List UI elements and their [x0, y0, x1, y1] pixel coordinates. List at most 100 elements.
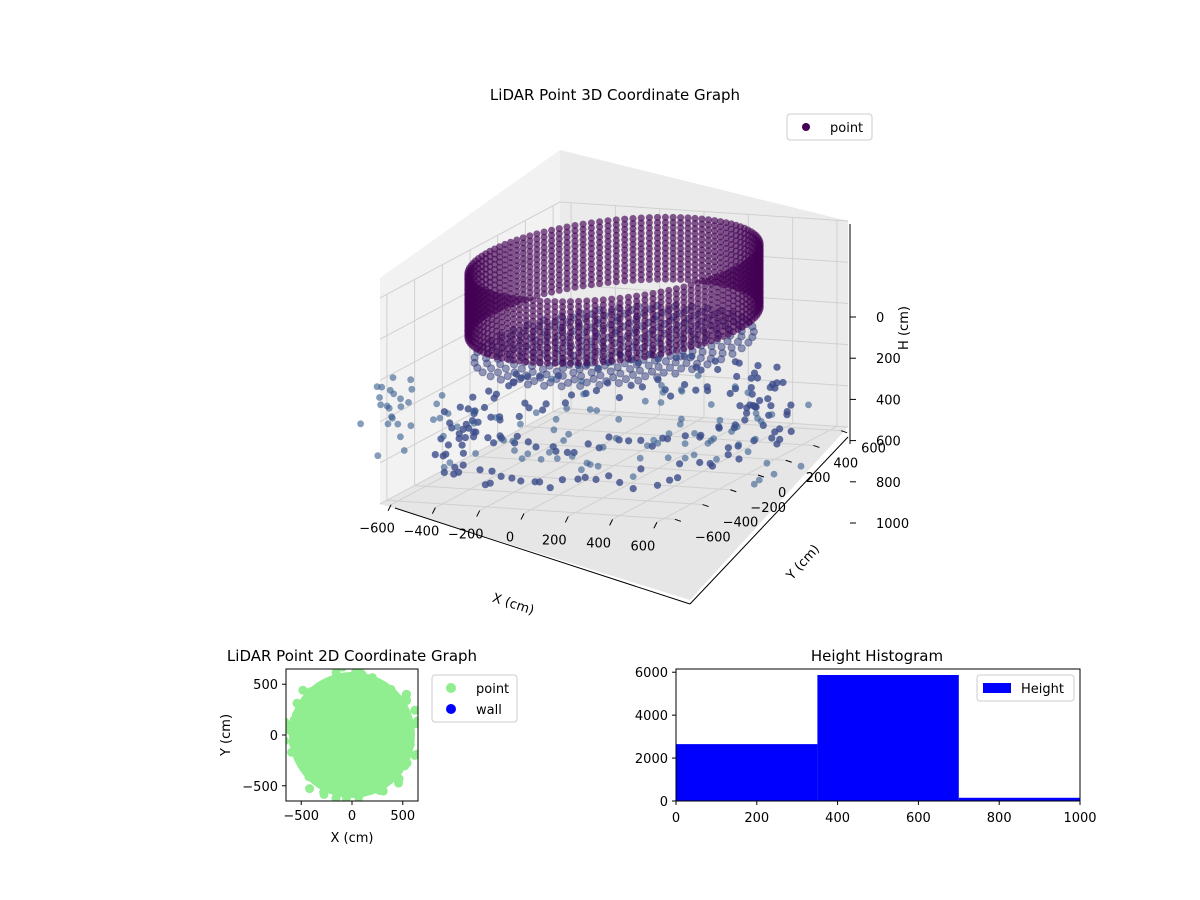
point-3d — [555, 286, 563, 294]
point-3d — [776, 425, 784, 433]
point-3d — [616, 356, 624, 364]
point-3d — [501, 271, 509, 279]
point-3d — [616, 369, 625, 378]
point-3d — [599, 317, 607, 324]
point-3d — [522, 322, 530, 330]
z-tick-label-3d: 0 — [876, 311, 884, 326]
point-3d — [548, 288, 556, 296]
chart-3d-title: LiDAR Point 3D Coordinate Graph — [490, 86, 740, 104]
point-3d — [629, 256, 637, 264]
point-3d — [674, 474, 682, 482]
point-3d — [717, 223, 724, 231]
point-3d — [707, 296, 715, 304]
point-3d — [672, 321, 680, 329]
point-3d — [681, 432, 689, 440]
point-3d — [701, 324, 709, 331]
point-3d — [649, 331, 657, 339]
point-3d — [583, 459, 591, 467]
point-3d — [629, 230, 637, 238]
point-3d — [498, 354, 506, 362]
point-3d — [440, 463, 448, 471]
point-3d — [641, 327, 649, 335]
point-3d — [575, 328, 583, 336]
point-3d — [711, 263, 719, 271]
x-tick-label-3d: 0 — [506, 531, 514, 546]
point-3d — [713, 319, 721, 327]
point-3d — [649, 351, 657, 359]
z-tick-label-3d: 800 — [876, 476, 901, 491]
point-3d — [719, 276, 727, 284]
point-3d — [637, 255, 645, 263]
point-3d — [754, 362, 762, 370]
point-3d — [684, 235, 692, 242]
point-3d — [599, 347, 607, 355]
point-3d — [717, 254, 724, 262]
point-3d — [733, 337, 743, 346]
point-3d — [529, 297, 537, 305]
point-3d — [624, 314, 632, 322]
point-3d — [707, 401, 715, 408]
point-3d — [515, 412, 523, 421]
point-3d — [526, 258, 534, 266]
point-3d — [507, 243, 515, 251]
point-3d — [503, 372, 512, 381]
point-3d — [543, 339, 551, 347]
point-3d — [719, 281, 727, 289]
point-3d — [698, 225, 706, 233]
point-3d — [684, 240, 692, 248]
point-3d — [612, 257, 620, 265]
y-axis-label-2d: Y (cm) — [219, 714, 234, 757]
point-3d — [698, 251, 706, 259]
point-3d — [680, 340, 688, 348]
point-3d — [459, 425, 467, 433]
point-3d — [665, 363, 675, 372]
point-3d — [476, 466, 484, 474]
point-3d — [621, 225, 629, 233]
point-3d — [484, 434, 492, 442]
point-3d — [587, 260, 595, 268]
point-3d — [637, 240, 645, 248]
point-3d — [517, 477, 525, 485]
y-tick-label-3d: 200 — [806, 471, 831, 486]
point-3d — [591, 307, 599, 315]
grid-h — [379, 201, 849, 299]
point-3d — [741, 416, 749, 424]
point-3d — [543, 349, 551, 357]
point-3d — [624, 329, 632, 337]
point-3d — [621, 231, 629, 239]
point-3d — [645, 275, 653, 283]
z-axis-label-3d: H (cm) — [897, 306, 912, 350]
point-3d — [694, 300, 702, 308]
point-3d — [540, 381, 549, 390]
point-3d — [649, 341, 657, 349]
point-3d — [522, 317, 530, 325]
point-3d — [519, 270, 527, 278]
point-3d — [722, 239, 730, 247]
point-3d — [649, 336, 657, 344]
point-3d — [633, 344, 641, 352]
point-3d — [672, 336, 680, 344]
point-3d — [587, 270, 595, 278]
point-3d — [397, 395, 404, 403]
point-3d — [487, 413, 495, 421]
point-3d — [456, 403, 464, 411]
point-3d — [624, 309, 632, 317]
point-3d — [664, 454, 672, 462]
point-3d — [704, 247, 712, 255]
point-3d — [513, 432, 521, 440]
point-3d — [633, 313, 641, 321]
histogram-bars — [676, 675, 1080, 801]
y-tick-label-3d: 0 — [778, 486, 786, 501]
point-3d — [571, 263, 579, 271]
point-3d — [596, 371, 605, 380]
point-3d — [665, 338, 673, 346]
point-3d — [678, 388, 686, 395]
point-3d — [658, 382, 665, 389]
point-3d — [507, 285, 515, 292]
point-3d — [536, 333, 544, 341]
point-3d — [645, 219, 653, 227]
point-3d — [677, 265, 685, 273]
point-3d — [596, 223, 604, 231]
point-3d — [551, 344, 559, 352]
point-3d — [555, 230, 563, 238]
